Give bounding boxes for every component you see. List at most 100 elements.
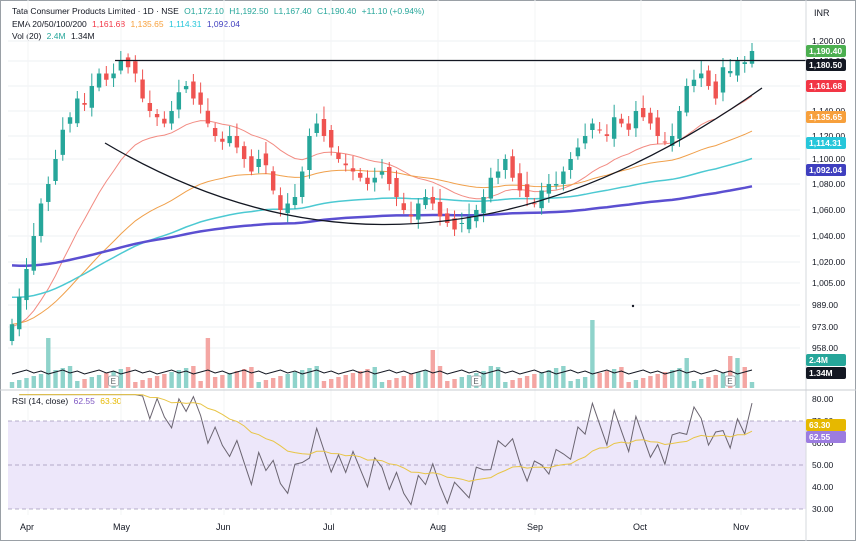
month-label: Oct [633,522,648,532]
ema200-line [11,185,753,267]
candle-body [691,79,697,86]
candle-body [706,70,711,86]
chart-dot [631,304,635,308]
price-badge-text: 1,135.65 [809,112,842,122]
volume-bar [488,366,494,388]
price-tick-label: 958.00 [812,343,838,353]
annotations [104,59,806,308]
candle-body [299,171,305,197]
candle-body [38,203,44,236]
volume-bar [220,375,225,388]
month-label: Jun [216,522,231,532]
close-value: C1,190.40 [317,6,357,16]
volume-bar [626,382,631,388]
volume-bar [372,367,377,388]
earnings-marker [724,375,736,387]
candle-body [597,129,602,131]
volume-legend: Vol (20) 2.4M 1.34M [12,31,98,41]
candle-body [524,184,530,197]
candle-body [321,119,327,136]
volume-bar [379,382,385,388]
volume-bar [387,380,392,388]
volume-bar [503,382,508,388]
candle-body [278,195,283,210]
volume-bar [437,366,443,388]
volume-bar [17,380,22,388]
candle-body [176,92,182,110]
time-axis: Apr May Jun Jul Aug Sep Oct Nov [20,522,750,532]
volume-bar [677,368,682,388]
volume-bar [611,369,617,388]
instrument-header: Tata Consumer Products Limited · 1D · NS… [12,6,427,16]
candle-body [379,171,385,175]
axis-badges: 1,190.40 1,180.50 1,161.68 1,135.65 1,114.31… [806,45,846,443]
volume-bar [350,373,356,388]
volume-bar [691,381,697,388]
candle-body [387,167,392,184]
candle-body [104,73,109,80]
volume-bar [365,369,370,388]
rsi-ma-badge: 63.30 [806,419,846,431]
candle-body [183,86,189,90]
volume-bar [728,356,733,388]
volume-bar [597,373,602,388]
price-badge: 1,161.68 [806,80,846,92]
candle-body [742,62,747,64]
volume-bar [532,374,537,388]
candle-body [677,111,682,139]
volume-bar [423,370,428,388]
volume-bar [539,372,544,388]
volume-bar [510,380,515,388]
candle-body [111,73,116,79]
volume-bar [633,380,639,388]
volume-bar [125,367,131,388]
price-badge: 1,114.31 [806,137,846,149]
candle-body [495,171,501,178]
volume-bar [401,376,406,388]
rsi-ma-value: 63.30 [100,396,122,406]
candle-body [684,86,689,113]
rsi-tick-label: 80.00 [812,394,834,404]
price-tick-label: 973.00 [812,322,838,332]
candle-body [82,103,87,105]
earnings-marker-label: E [727,377,732,386]
volume-bar [82,379,87,388]
volume-bar [162,374,167,388]
volume-bar [336,377,341,388]
volume-bar [575,379,581,388]
candle-body [735,61,740,76]
volume-ma-badge-bg [806,367,846,379]
volume-bar [604,371,610,388]
candle-body [394,178,399,197]
volume-bar [459,377,465,388]
price-tick-label: 1,060.00 [812,205,845,215]
candle-body [466,216,472,230]
volume-bar [104,373,109,388]
volume-bar [561,366,566,388]
ema100-value: 1,114.31 [168,19,202,29]
price-tick-label: 1,100.00 [812,154,845,164]
price-badge-bg [806,164,846,176]
volume-bar [662,372,668,388]
candle-body [31,236,36,271]
candle-body [212,128,218,136]
volume-bar [553,368,559,388]
candle-body [532,203,537,205]
price-badge: 1,092.04 [806,164,846,176]
candle-body [568,159,573,170]
volume-bar [699,379,704,388]
rsi-ma-line [19,394,753,482]
volume-value: 2.4M [46,31,66,41]
price-badge-bg [806,59,846,71]
volume-bar [96,375,102,388]
candle-body [191,81,196,99]
volume-badge: 2.4M [806,354,846,366]
volume-bar [524,376,530,388]
volume-bar [358,371,363,388]
currency-label: INR [814,8,830,18]
volume-bar [590,320,595,388]
price-badge-text: 1,180.50 [809,60,842,70]
rsi-lines [19,394,753,506]
rsi-tick-label: 30.00 [812,504,834,514]
